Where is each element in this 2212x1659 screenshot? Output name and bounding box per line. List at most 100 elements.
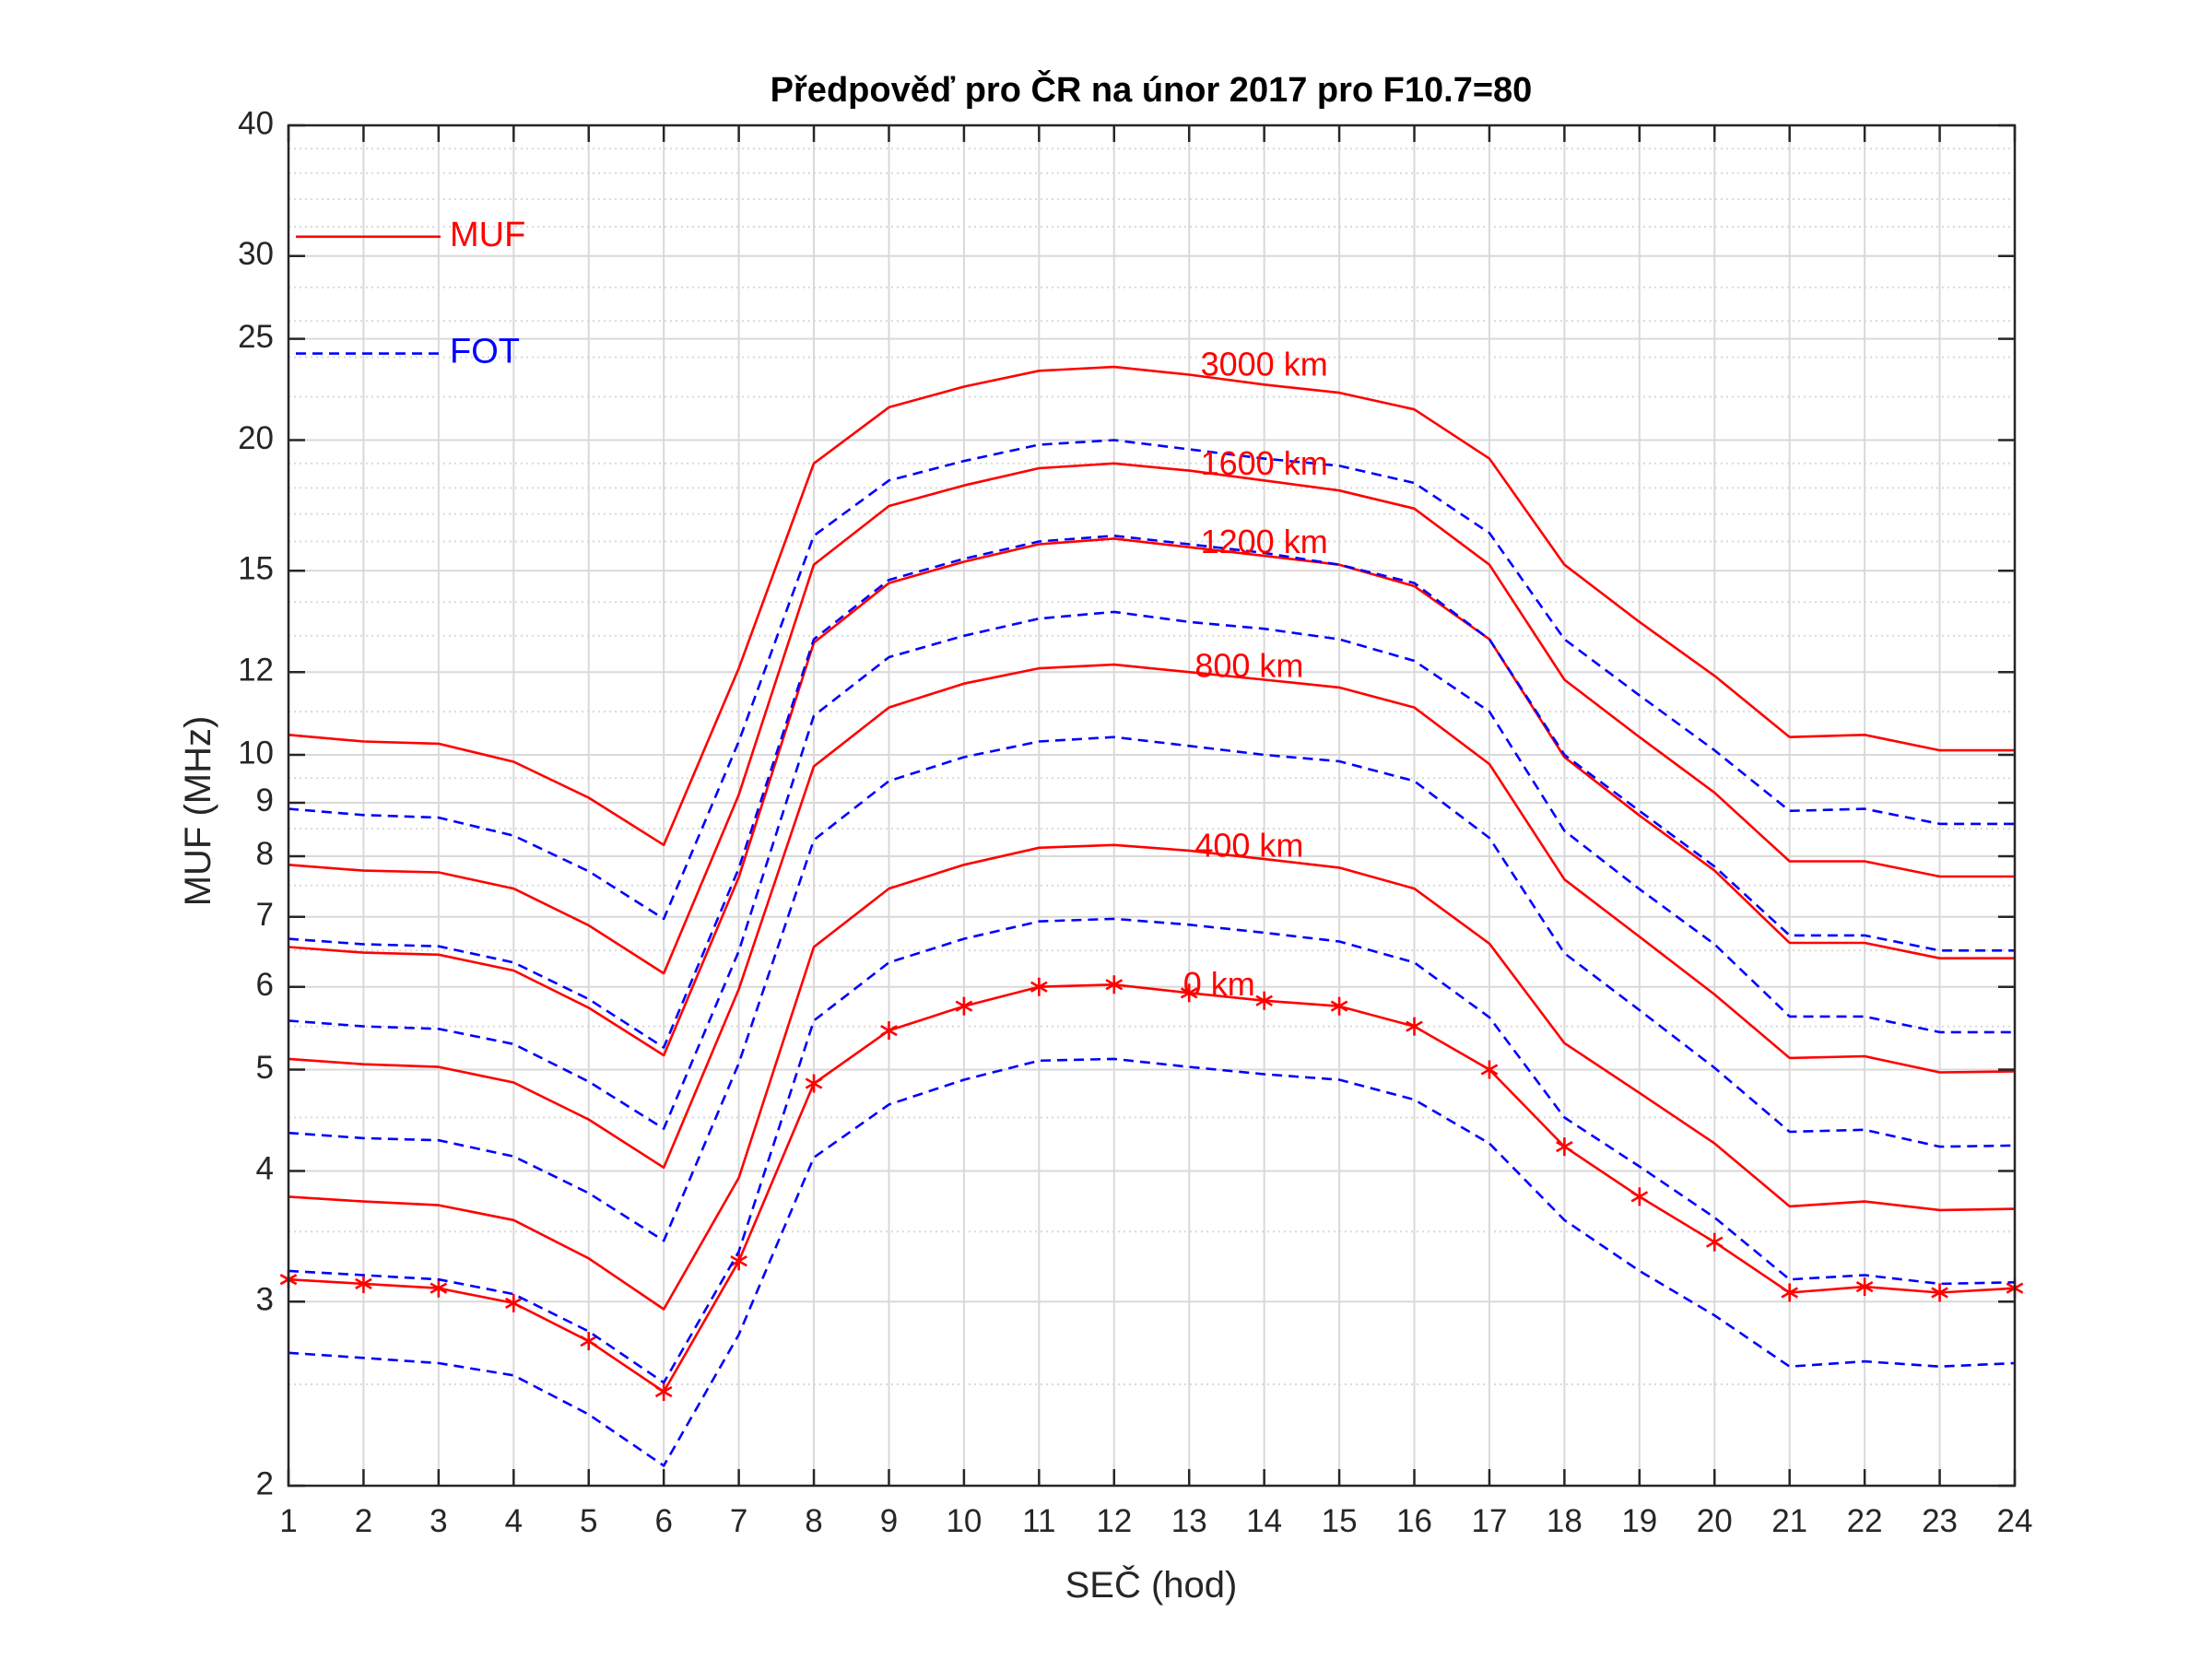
asterisk-marker <box>504 1293 523 1312</box>
asterisk-marker <box>1556 1137 1573 1157</box>
series-fot-3000-km <box>288 439 2015 921</box>
asterisk-marker <box>1255 991 1273 1010</box>
asterisk-stroke <box>1406 1020 1423 1032</box>
asterisk-marker <box>1855 1277 1874 1297</box>
distance-label: 0 km <box>1183 965 1255 1003</box>
asterisk-marker <box>429 1278 448 1298</box>
series-muf-1600-km <box>288 462 2015 975</box>
asterisk-stroke <box>730 1255 747 1267</box>
x-tick-label: 22 <box>1847 1503 1883 1539</box>
x-tick-label: 15 <box>1322 1503 1358 1539</box>
asterisk-marker <box>730 1252 747 1271</box>
asterisk-stroke <box>654 1385 673 1398</box>
asterisk-marker <box>805 1074 823 1093</box>
x-tick-label: 20 <box>1697 1503 1733 1539</box>
asterisk-marker <box>1105 975 1124 994</box>
asterisk-stroke <box>880 1024 898 1037</box>
y-tick-label: 6 <box>256 967 274 1003</box>
x-tick-label: 19 <box>1621 1503 1657 1539</box>
asterisk-stroke <box>805 1077 823 1089</box>
asterisk-stroke <box>1255 994 1273 1006</box>
x-tick-label: 23 <box>1922 1503 1958 1539</box>
y-tick-label: 25 <box>238 319 274 355</box>
y-axis-label: MUF (MHz) <box>178 716 218 907</box>
x-tick-label: 17 <box>1471 1503 1507 1539</box>
asterisk-marker <box>1406 1017 1423 1036</box>
x-tick-label: 24 <box>1997 1503 2033 1539</box>
y-tick-label: 10 <box>238 735 274 771</box>
y-tick-label: 30 <box>238 236 274 272</box>
y-tick-label: 2 <box>256 1465 274 1501</box>
x-tick-label: 18 <box>1547 1503 1583 1539</box>
series-fot-800-km <box>288 735 2016 1242</box>
x-tick-label: 10 <box>946 1503 982 1539</box>
x-tick-label: 13 <box>1171 1503 1207 1539</box>
y-tick-label: 7 <box>256 897 274 933</box>
asterisk-marker <box>654 1382 673 1402</box>
series-muf-0-km <box>288 983 2016 1394</box>
y-tick-label: 40 <box>238 105 274 141</box>
x-tick-label: 16 <box>1396 1503 1432 1539</box>
x-tick-label: 9 <box>880 1503 898 1539</box>
series-muf-800-km <box>288 663 2016 1170</box>
y-tick-label: 4 <box>256 1151 274 1187</box>
series-muf-1200-km <box>288 537 2015 1057</box>
asterisk-stroke <box>1781 1287 1799 1299</box>
asterisk-marker <box>1705 1232 1724 1252</box>
asterisk-marker <box>1030 977 1048 996</box>
y-tick-label: 15 <box>238 551 274 587</box>
y-tick-label: 20 <box>238 420 274 456</box>
asterisk-stroke <box>1556 1140 1573 1153</box>
series-group <box>279 365 2024 1467</box>
asterisk-marker <box>1781 1283 1799 1302</box>
x-tick-label: 8 <box>805 1503 822 1539</box>
asterisk-stroke <box>1931 1287 1948 1299</box>
x-tick-label: 1 <box>279 1503 297 1539</box>
x-tick-label: 12 <box>1096 1503 1132 1539</box>
asterisk-marker <box>1931 1283 1948 1302</box>
distance-label: 1600 km <box>1201 444 1328 482</box>
x-tick-label: 5 <box>580 1503 597 1539</box>
asterisk-stroke <box>1480 1064 1499 1076</box>
series-fot-1200-km <box>288 610 2015 1130</box>
asterisk-marker <box>1180 983 1198 1003</box>
asterisk-stroke <box>355 1277 372 1290</box>
x-tick-label: 4 <box>505 1503 523 1539</box>
x-tick-label: 21 <box>1771 1503 1807 1539</box>
annotations: 3000 km 1600 km 1200 km 800 km 400 km 0 km <box>1183 346 1328 1004</box>
asterisk-marker <box>1480 1060 1499 1079</box>
asterisk-marker <box>955 996 973 1016</box>
legend-label-muf: MUF <box>450 216 525 254</box>
distance-label: 800 km <box>1194 647 1303 685</box>
y-tick-label: 12 <box>238 652 274 688</box>
asterisk-marker <box>1630 1187 1649 1206</box>
series-muf-3000-km <box>288 365 2015 847</box>
chart-title: Předpověď pro ČR na únor 2017 pro F10.7=… <box>771 68 1533 110</box>
asterisk-marker <box>355 1274 372 1293</box>
asterisk-stroke <box>1705 1236 1724 1248</box>
asterisk-stroke <box>580 1335 598 1347</box>
plot-frame <box>287 124 2017 1488</box>
x-tick-label: 11 <box>1022 1503 1055 1539</box>
y-tick-label: 5 <box>256 1050 274 1086</box>
x-tick-label: 2 <box>355 1503 372 1539</box>
x-axis-label: SEČ (hod) <box>1065 1564 1238 1606</box>
y-tick-label: 8 <box>256 836 274 872</box>
asterisk-stroke <box>1630 1191 1649 1203</box>
x-tick-label: 14 <box>1246 1503 1282 1539</box>
distance-label: 400 km <box>1194 826 1303 864</box>
asterisk-marker <box>880 1021 898 1041</box>
asterisk-stroke <box>1855 1280 1874 1293</box>
y-tick-label: 9 <box>256 782 274 818</box>
asterisk-stroke <box>955 1000 973 1012</box>
distance-label: 3000 km <box>1201 346 1328 383</box>
series-muf-400-km <box>288 843 2016 1311</box>
legend: MUF FOT <box>296 216 525 371</box>
asterisk-stroke <box>429 1282 448 1294</box>
asterisk-stroke <box>504 1297 523 1309</box>
asterisk-stroke <box>1030 981 1048 993</box>
x-tick-label: 3 <box>429 1503 447 1539</box>
